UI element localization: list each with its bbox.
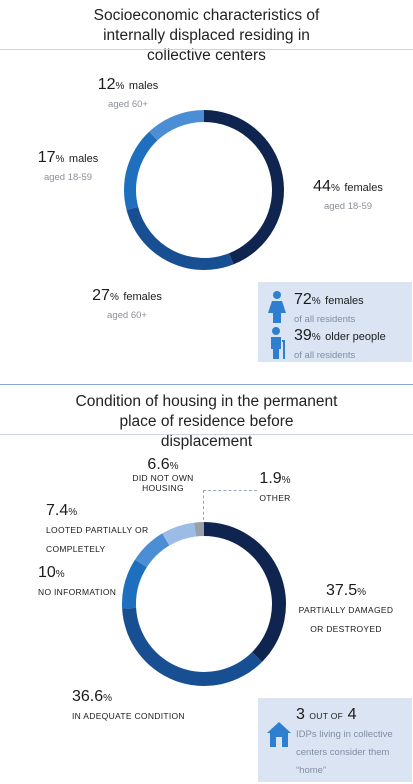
note-value-2: 4 <box>347 706 357 723</box>
slice-unit: % <box>109 292 119 303</box>
slice-label-females-60: 27% females aged 60+ <box>82 287 172 324</box>
slice-sub: aged 18-59 <box>43 172 93 184</box>
slice-unit: % <box>281 475 291 486</box>
donut-slice <box>124 131 158 210</box>
slice-value: 7.4 <box>46 502 69 519</box>
summary-label: females <box>325 295 364 307</box>
summary-unit: % <box>311 332 321 343</box>
slice-value: 12 <box>97 76 116 93</box>
slice-label-looted: 7.4% LOOTED PARTIALLY OR COMPLETELY <box>46 502 156 557</box>
summary-sub: of all residents <box>294 350 356 361</box>
slice-unit: % <box>103 693 113 704</box>
demographics-donut <box>124 110 284 270</box>
slice-label: PARTIALLY DAMAGED OR DESTROYED <box>298 605 394 634</box>
slice-label: males <box>68 153 99 165</box>
section-divider <box>0 384 413 385</box>
slice-unit: % <box>330 183 340 194</box>
slice-label: IN ADEQUATE CONDITION <box>72 711 185 722</box>
demographics-title: Socioeconomic characteristics of interna… <box>93 7 320 64</box>
donut-slice <box>126 206 234 270</box>
summary-older: 39% older people of all residents <box>266 326 386 363</box>
summary-females: 72% females of all residents <box>266 290 364 327</box>
summary-box: 72% females of all residents 39% older p… <box>258 282 412 362</box>
donut-slice <box>135 533 170 568</box>
slice-unit: % <box>55 569 65 580</box>
slice-value: 6.6 <box>147 456 170 473</box>
slice-label-adequate: 36.6% IN ADEQUATE CONDITION <box>72 688 192 725</box>
slice-label-females-18: 44% females aged 18-59 <box>300 178 396 215</box>
donut-slice <box>162 522 196 546</box>
summary-label: older people <box>325 331 386 343</box>
housing-donut <box>121 522 286 686</box>
slice-unit: % <box>115 81 125 92</box>
female-person-icon <box>268 291 286 323</box>
slice-value: 36.6 <box>72 688 104 705</box>
slice-label-males-60: 12% males aged 60+ <box>88 76 168 113</box>
donut-slice <box>194 522 204 537</box>
donut-slice <box>122 607 262 686</box>
slice-label-males-18: 17% males aged 18-59 <box>28 149 108 186</box>
slice-sub: aged 18-59 <box>323 201 373 213</box>
house-icon <box>267 722 291 747</box>
slice-label: females <box>123 291 162 303</box>
donut-slice <box>204 110 284 265</box>
note-text: IDPs living in collective centers consid… <box>296 729 393 776</box>
slice-value: 1.9 <box>259 470 282 487</box>
slice-value: 37.5 <box>325 582 358 599</box>
slice-label: NO INFORMATION <box>38 587 117 598</box>
slice-label: DID NOT OWN HOUSING <box>132 473 194 494</box>
slice-sub: aged 60+ <box>107 310 147 322</box>
summary-value: 72 <box>294 291 312 308</box>
slice-unit: % <box>357 587 367 598</box>
slice-unit: % <box>169 461 179 472</box>
divider <box>0 49 413 50</box>
donut-slice <box>121 559 147 609</box>
slice-unit: % <box>55 154 65 165</box>
slice-sub: aged 60+ <box>108 99 148 111</box>
slice-label: males <box>128 80 159 92</box>
demographics-section: Socioeconomic characteristics of interna… <box>0 0 413 384</box>
summary-value: 39 <box>294 327 312 344</box>
summary-unit: % <box>311 296 321 307</box>
donut-slice <box>149 110 204 141</box>
note-mid: OUT OF <box>309 711 344 721</box>
slice-unit: % <box>68 507 78 518</box>
slice-value: 44 <box>313 178 331 195</box>
slice-value: 27 <box>92 287 110 304</box>
leader-line <box>203 490 257 491</box>
donut-slice <box>204 522 286 662</box>
slice-label: females <box>344 182 383 194</box>
slice-label-other: 1.9% OTHER <box>250 470 300 507</box>
divider <box>0 434 413 435</box>
summary-sub: of all residents <box>294 314 356 325</box>
elderly-person-icon <box>271 327 285 359</box>
slice-label-no-info: 10% NO INFORMATION <box>38 564 148 601</box>
slice-value: 10 <box>38 564 56 581</box>
slice-label: LOOTED PARTIALLY OR COMPLETELY <box>46 525 149 554</box>
slice-label-damaged: 37.5% PARTIALLY DAMAGED OR DESTROYED <box>296 582 396 637</box>
slice-label-not-own: 6.6% DID NOT OWN HOUSING <box>118 456 208 497</box>
leader-line <box>203 490 204 520</box>
home-note-box: 3 OUT OF 4 IDPs living in collective cen… <box>258 698 412 782</box>
housing-section: Condition of housing in the permanent pl… <box>0 386 413 784</box>
note-value: 3 <box>296 706 305 723</box>
slice-value: 17 <box>37 149 56 166</box>
slice-label: OTHER <box>259 493 291 504</box>
housing-title: Condition of housing in the permanent pl… <box>75 393 338 450</box>
